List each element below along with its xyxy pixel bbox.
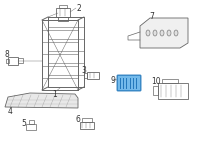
- Text: 8: 8: [5, 50, 9, 59]
- Text: 10: 10: [151, 76, 161, 86]
- Text: 4: 4: [8, 106, 12, 116]
- Bar: [153, 86, 158, 95]
- Bar: [84, 73, 87, 78]
- Text: 9: 9: [111, 76, 115, 85]
- Ellipse shape: [167, 30, 171, 36]
- Ellipse shape: [160, 30, 164, 36]
- FancyBboxPatch shape: [117, 75, 141, 91]
- Text: 6: 6: [76, 116, 80, 125]
- Text: 1: 1: [53, 90, 57, 98]
- Ellipse shape: [146, 30, 150, 36]
- Bar: [56, 8, 70, 17]
- Polygon shape: [5, 93, 78, 108]
- Ellipse shape: [153, 30, 157, 36]
- Bar: [59, 5, 67, 8]
- Bar: [162, 79, 178, 83]
- Bar: [87, 72, 99, 79]
- Bar: [80, 122, 94, 129]
- Bar: [18, 58, 23, 63]
- Text: 7: 7: [150, 11, 154, 20]
- Bar: [6, 59, 9, 63]
- Bar: [82, 118, 92, 122]
- Polygon shape: [140, 18, 188, 48]
- Text: 3: 3: [82, 66, 86, 75]
- Bar: [158, 83, 188, 99]
- Bar: [8, 57, 18, 65]
- Text: 5: 5: [22, 120, 26, 128]
- Bar: [29, 120, 34, 124]
- Ellipse shape: [174, 30, 178, 36]
- Bar: [26, 124, 36, 130]
- Bar: [58, 17, 68, 21]
- Text: 2: 2: [77, 4, 81, 12]
